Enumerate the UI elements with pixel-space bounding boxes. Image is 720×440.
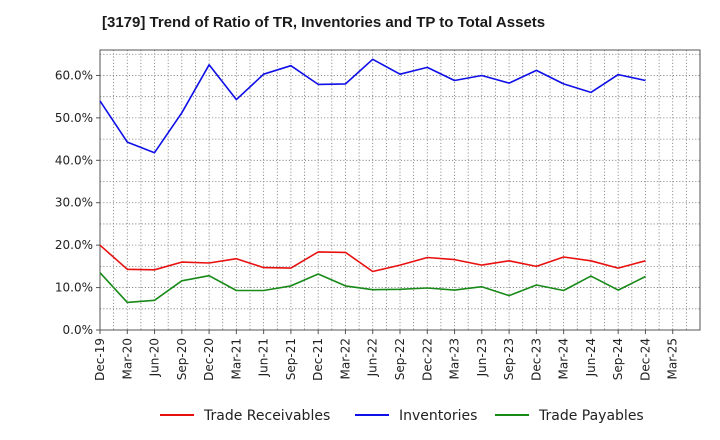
x-tick-label: Mar-21 [229,338,243,379]
series-line-trade-receivables [99,244,646,273]
x-tick-label: Mar-25 [666,338,680,379]
series-line-inventories [99,58,646,154]
x-tick-label: Jun-20 [148,338,162,377]
x-tick-label: Jun-21 [257,338,271,377]
x-tick-label: Dec-22 [420,338,434,381]
x-tick-label: Jun-22 [366,338,380,377]
x-tick-label: Jun-23 [475,338,489,377]
y-tick-label: 40.0% [55,153,93,167]
x-tick-label: Mar-24 [557,338,571,379]
y-tick-label: 20.0% [55,238,93,252]
x-tick-label: Sep-20 [175,338,189,380]
legend-label-inventories: Inventories [399,408,477,424]
x-tick-label: Dec-20 [202,338,216,381]
x-tick-label: Jun-24 [584,338,598,377]
x-tick-label: Sep-23 [502,338,516,380]
legend-label-trade-payables: Trade Payables [538,408,644,424]
series-line-trade-payables [99,272,646,304]
x-tick-label: Sep-21 [284,338,298,380]
y-tick-label: 10.0% [55,281,93,295]
legend-label-trade-receivables: Trade Receivables [203,408,330,424]
y-tick-label: 60.0% [55,68,93,82]
x-tick-label: Mar-23 [448,338,462,379]
x-tick-label: Sep-22 [393,338,407,380]
x-tick-label: Sep-24 [611,338,625,380]
chart-title: [3179] Trend of Ratio of TR, Inventories… [102,14,546,31]
x-tick-label: Dec-21 [311,338,325,381]
x-tick-label: Mar-20 [120,338,134,379]
x-tick-label: Dec-19 [93,338,107,381]
y-tick-label: 0.0% [63,323,94,337]
x-tick-label: Dec-23 [529,338,543,381]
x-tick-label: Mar-22 [338,338,352,379]
y-tick-label: 30.0% [55,196,93,210]
x-tick-label: Dec-24 [638,338,652,381]
y-tick-label: 50.0% [55,111,93,125]
